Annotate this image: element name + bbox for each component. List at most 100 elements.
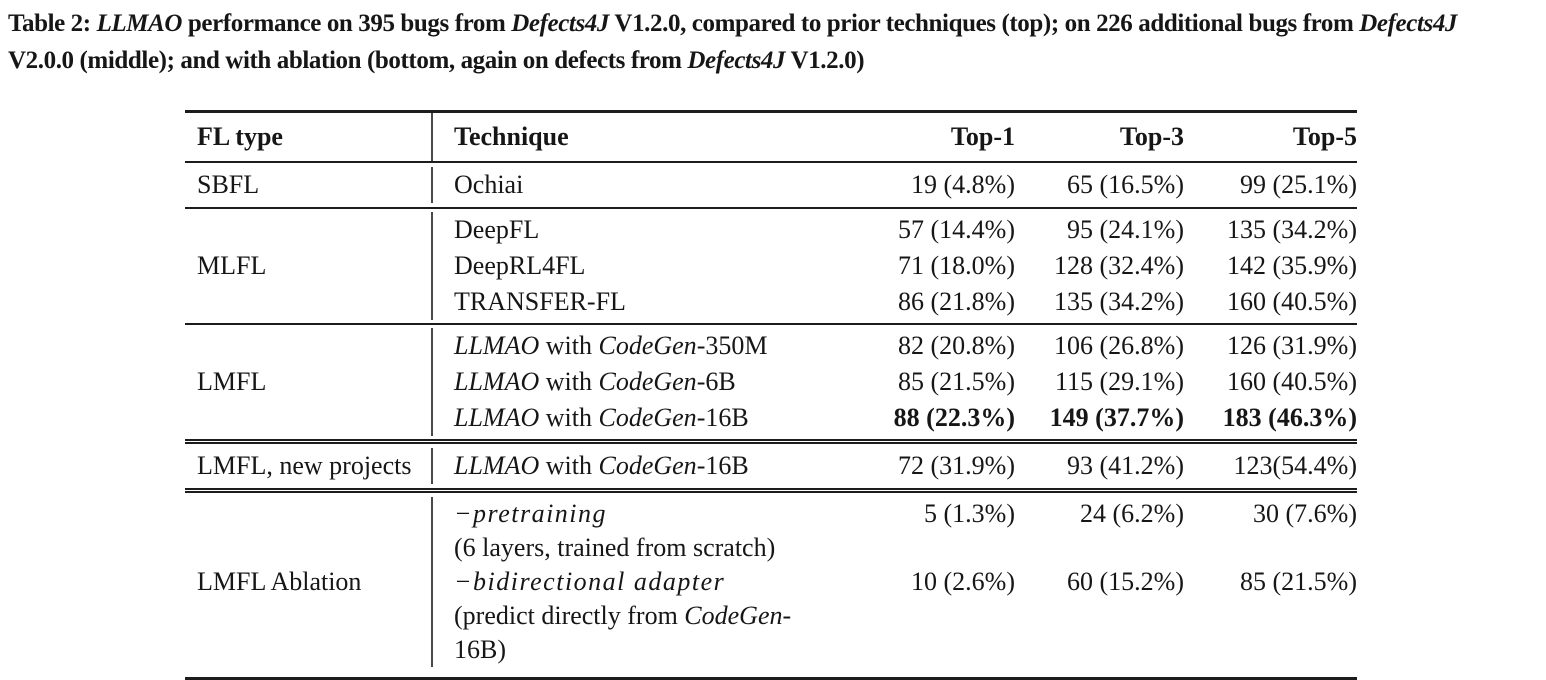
model-size: -16B <box>696 403 749 432</box>
with-text: with <box>539 403 599 432</box>
with-text: with <box>539 331 599 360</box>
technique-cell: LLMAO with CodeGen-16B <box>433 400 832 436</box>
section-ablation: LMFL Ablation −pretraining 5 (1.3%) 24 (… <box>185 493 1357 677</box>
model-size: -350M <box>696 331 768 360</box>
fl-type-cell: LMFL <box>197 367 267 396</box>
ablation-note: (predict directly from CodeGen-16B) <box>433 599 832 667</box>
technique-cell: DeepRL4FL <box>454 251 586 280</box>
column-header-technique: Technique <box>454 122 569 151</box>
top5-cell: 160 (40.5%) <box>1227 287 1357 316</box>
caption-defects4j: Defects4J <box>687 47 786 74</box>
ablation-note: (6 layers, trained from scratch) <box>454 533 776 562</box>
empty-cell <box>832 531 1015 565</box>
empty-cell <box>832 599 1015 667</box>
column-header-fl-type: FL type <box>197 122 283 151</box>
technique-cell: −bidirectional adapter <box>433 565 832 599</box>
top1-cell: 82 (20.8%) <box>898 331 1015 360</box>
top5-cell: 135 (34.2%) <box>1227 215 1357 244</box>
caption-text: V1.2.0, compared to prior techniques (to… <box>609 10 1360 37</box>
top1-cell: 85 (21.5%) <box>898 367 1015 396</box>
top5-cell: 85 (21.5%) <box>1240 567 1357 596</box>
top3-cell: 106 (26.8%) <box>1054 331 1184 360</box>
top1-cell: 72 (31.9%) <box>898 451 1015 480</box>
caption-line-2: V2.0.0 (middle); and with ablation (bott… <box>8 42 1546 79</box>
caption-line-1: Table 2: LLMAO performance on 395 bugs f… <box>8 5 1546 42</box>
llmao-label: LLMAO <box>454 331 540 360</box>
top-rule <box>185 110 1357 113</box>
caption-text: V2.0.0 (middle); and with ablation (bott… <box>8 47 688 74</box>
table-header-row: FL type Technique Top-1 Top-3 Top-5 <box>185 113 1357 161</box>
top1-cell: 86 (21.8%) <box>898 287 1015 316</box>
top5-cell-best: 183 (46.3%) <box>1222 403 1357 432</box>
technique-cell: −pretraining <box>433 497 832 531</box>
header-body: Technique Top-1 Top-3 Top-5 <box>431 113 1357 161</box>
fl-type-cell: MLFL <box>197 251 267 280</box>
technique-cell: Ochiai <box>454 170 524 199</box>
caption-defects4j: Defects4J <box>1359 10 1458 37</box>
top1-cell-best: 88 (22.3%) <box>893 403 1015 432</box>
ablation-label: −pretraining <box>454 499 608 528</box>
section-body: LLMAO with CodeGen-16B 72 (31.9%) 93 (41… <box>431 448 1357 484</box>
section-body: DeepFL 57 (14.4%) 95 (24.1%) 135 (34.2%)… <box>431 212 1357 320</box>
fl-type-cell: LMFL, new projects <box>197 451 412 480</box>
top1-cell: 5 (1.3%) <box>924 499 1015 528</box>
double-rule <box>185 439 1357 444</box>
top1-cell: 71 (18.0%) <box>898 251 1015 280</box>
double-rule <box>185 488 1357 493</box>
mid-rule <box>185 323 1357 325</box>
llmao-label: LLMAO <box>454 451 540 480</box>
model-size: -16B <box>696 451 749 480</box>
section-new-projects: LMFL, new projects LLMAO with CodeGen-16… <box>185 444 1357 488</box>
codegen-label: CodeGen <box>598 403 697 432</box>
top5-cell: 99 (25.1%) <box>1240 170 1357 199</box>
top3-cell-best: 149 (37.7%) <box>1049 403 1184 432</box>
technique-cell: DeepFL <box>454 215 540 244</box>
fl-type-cell: SBFL <box>197 170 260 199</box>
column-header-top3: Top-3 <box>1119 122 1184 151</box>
empty-cell <box>1184 531 1357 565</box>
top5-cell: 160 (40.5%) <box>1227 367 1357 396</box>
top3-cell: 115 (29.1%) <box>1054 367 1184 396</box>
top3-cell: 93 (41.2%) <box>1067 451 1184 480</box>
with-text: with <box>539 451 599 480</box>
codegen-label: CodeGen <box>684 601 783 630</box>
top3-cell: 128 (32.4%) <box>1054 251 1184 280</box>
top5-cell: 123(54.4%) <box>1233 451 1357 480</box>
technique-cell: LLMAO with CodeGen-6B <box>433 364 832 400</box>
technique-cell: LLMAO with CodeGen-350M <box>433 328 832 364</box>
top3-cell: 95 (24.1%) <box>1067 215 1184 244</box>
technique-cell: TRANSFER-FL <box>454 287 626 316</box>
empty-cell <box>1015 599 1184 667</box>
top1-cell: 19 (4.8%) <box>911 170 1015 199</box>
codegen-label: CodeGen <box>598 367 697 396</box>
with-text: with <box>539 367 599 396</box>
section-body: LLMAO with CodeGen-350M 82 (20.8%) 106 (… <box>431 328 1357 436</box>
codegen-label: CodeGen <box>598 331 697 360</box>
caption-llmao: LLMAO <box>96 10 183 37</box>
codegen-label: CodeGen <box>598 451 697 480</box>
section-body: −pretraining 5 (1.3%) 24 (6.2%) 30 (7.6%… <box>431 497 1357 667</box>
top3-cell: 24 (6.2%) <box>1080 499 1184 528</box>
results-table: FL type Technique Top-1 Top-3 Top-5 SBFL… <box>185 110 1357 680</box>
top3-cell: 65 (16.5%) <box>1067 170 1184 199</box>
caption-text: performance on 395 bugs from <box>182 10 512 37</box>
section-sbfl: SBFL Ochiai 19 (4.8%) 65 (16.5%) 99 (25.… <box>185 163 1357 207</box>
fl-type-cell: LMFL Ablation <box>197 567 362 596</box>
llmao-label: LLMAO <box>454 367 540 396</box>
column-header-top5: Top-5 <box>1292 122 1357 151</box>
column-header-top1: Top-1 <box>950 122 1015 151</box>
ablation-label: −bidirectional adapter <box>454 567 726 596</box>
top5-cell: 142 (35.9%) <box>1227 251 1357 280</box>
section-mlfl: MLFL DeepFL 57 (14.4%) 95 (24.1%) 135 (3… <box>185 209 1357 323</box>
top5-cell: 126 (31.9%) <box>1227 331 1357 360</box>
model-size: -6B <box>696 367 736 396</box>
mid-rule <box>185 161 1357 163</box>
caption-text: Table 2: <box>8 10 97 37</box>
technique-cell: LLMAO with CodeGen-16B <box>433 448 832 484</box>
empty-cell <box>1184 599 1357 667</box>
top1-cell: 57 (14.4%) <box>898 215 1015 244</box>
llmao-label: LLMAO <box>454 403 540 432</box>
top3-cell: 135 (34.2%) <box>1054 287 1184 316</box>
top1-cell: 10 (2.6%) <box>911 567 1015 596</box>
caption-defects4j: Defects4J <box>511 10 610 37</box>
